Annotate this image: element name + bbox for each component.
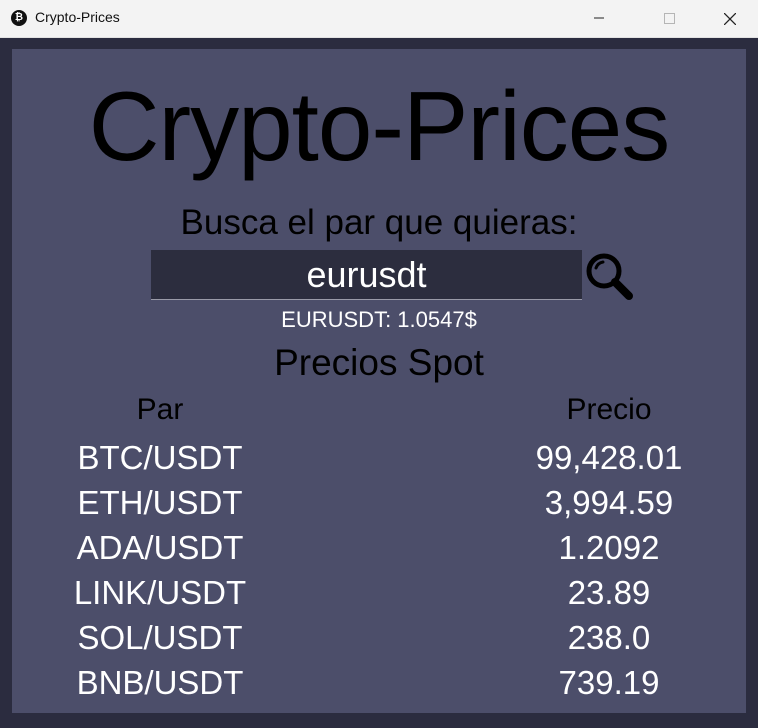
title-bar[interactable]: ₿ Crypto-Prices	[0, 0, 758, 38]
price-cell: 1.2092	[558, 529, 660, 566]
pair-cell: SOL/USDT	[77, 619, 243, 656]
table-row: BTC/USDT 99,428.01	[12, 435, 746, 480]
pair-cell: ADA/USDT	[76, 529, 244, 566]
search-result: EURUSDT: 1.0547$	[281, 307, 477, 332]
price-cell: 23.89	[567, 574, 651, 611]
pair-cell: ETH/USDT	[77, 484, 243, 521]
search-button[interactable]	[583, 250, 635, 302]
column-header-pair: Par	[136, 393, 184, 426]
table-row: ETH/USDT 3,994.59	[12, 480, 746, 525]
table-row: BNB/USDT 739.19	[12, 660, 746, 705]
maximize-button[interactable]	[646, 0, 692, 36]
column-header-price: Precio	[566, 393, 652, 426]
window-title: Crypto-Prices	[35, 9, 120, 25]
table-row: ADA/USDT 1.2092	[12, 525, 746, 570]
price-cell: 739.19	[558, 664, 660, 701]
search-input[interactable]	[151, 250, 582, 300]
close-icon	[724, 13, 736, 25]
minimize-button[interactable]	[576, 0, 622, 36]
page-title: Crypto-Prices	[88, 71, 671, 181]
main-panel: Crypto-Prices Busca el par que quieras: …	[12, 49, 746, 713]
search-label: Busca el par que quieras:	[180, 203, 578, 242]
section-title: Precios Spot	[274, 342, 484, 383]
close-button[interactable]	[706, 0, 752, 36]
price-table: BTC/USDT 99,428.01 ETH/USDT 3,994.59 ADA…	[12, 435, 746, 705]
minimize-icon	[594, 17, 604, 19]
price-cell: 99,428.01	[535, 439, 683, 476]
magnifier-icon	[586, 253, 633, 300]
pair-cell: BTC/USDT	[77, 439, 243, 476]
maximize-icon	[664, 13, 675, 24]
table-row: SOL/USDT 238.0	[12, 615, 746, 660]
bitcoin-icon: ₿	[11, 10, 27, 26]
pair-cell: LINK/USDT	[73, 574, 247, 611]
price-cell: 3,994.59	[544, 484, 674, 521]
table-row: LINK/USDT 23.89	[12, 570, 746, 615]
pair-cell: BNB/USDT	[76, 664, 244, 701]
price-cell: 238.0	[567, 619, 651, 656]
